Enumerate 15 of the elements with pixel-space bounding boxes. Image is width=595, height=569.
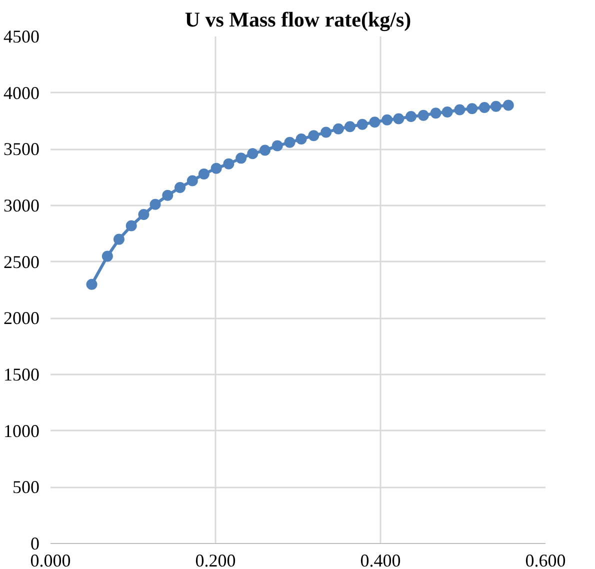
y-tick-label: 3500 bbox=[4, 139, 40, 160]
x-tick-label: 0.600 bbox=[525, 550, 566, 569]
y-tick-label: 1000 bbox=[4, 420, 40, 441]
y-tick-label: 2500 bbox=[4, 252, 40, 272]
y-tick-label: 500 bbox=[12, 477, 40, 498]
y-tick-label: 1500 bbox=[4, 364, 40, 384]
x-tick-label: 0.400 bbox=[360, 550, 401, 569]
x-tick-label: 0.000 bbox=[30, 550, 71, 569]
y-tick-label: 4500 bbox=[4, 26, 40, 46]
y-tick-label: 3000 bbox=[4, 196, 40, 216]
x-tick-label: 0.200 bbox=[195, 550, 236, 569]
y-tick-label: 4000 bbox=[4, 82, 40, 103]
y-tick-label: 0 bbox=[30, 534, 40, 554]
chart-title: U vs Mass flow rate(kg/s) bbox=[184, 8, 412, 32]
y-tick-label: 2000 bbox=[4, 308, 40, 328]
